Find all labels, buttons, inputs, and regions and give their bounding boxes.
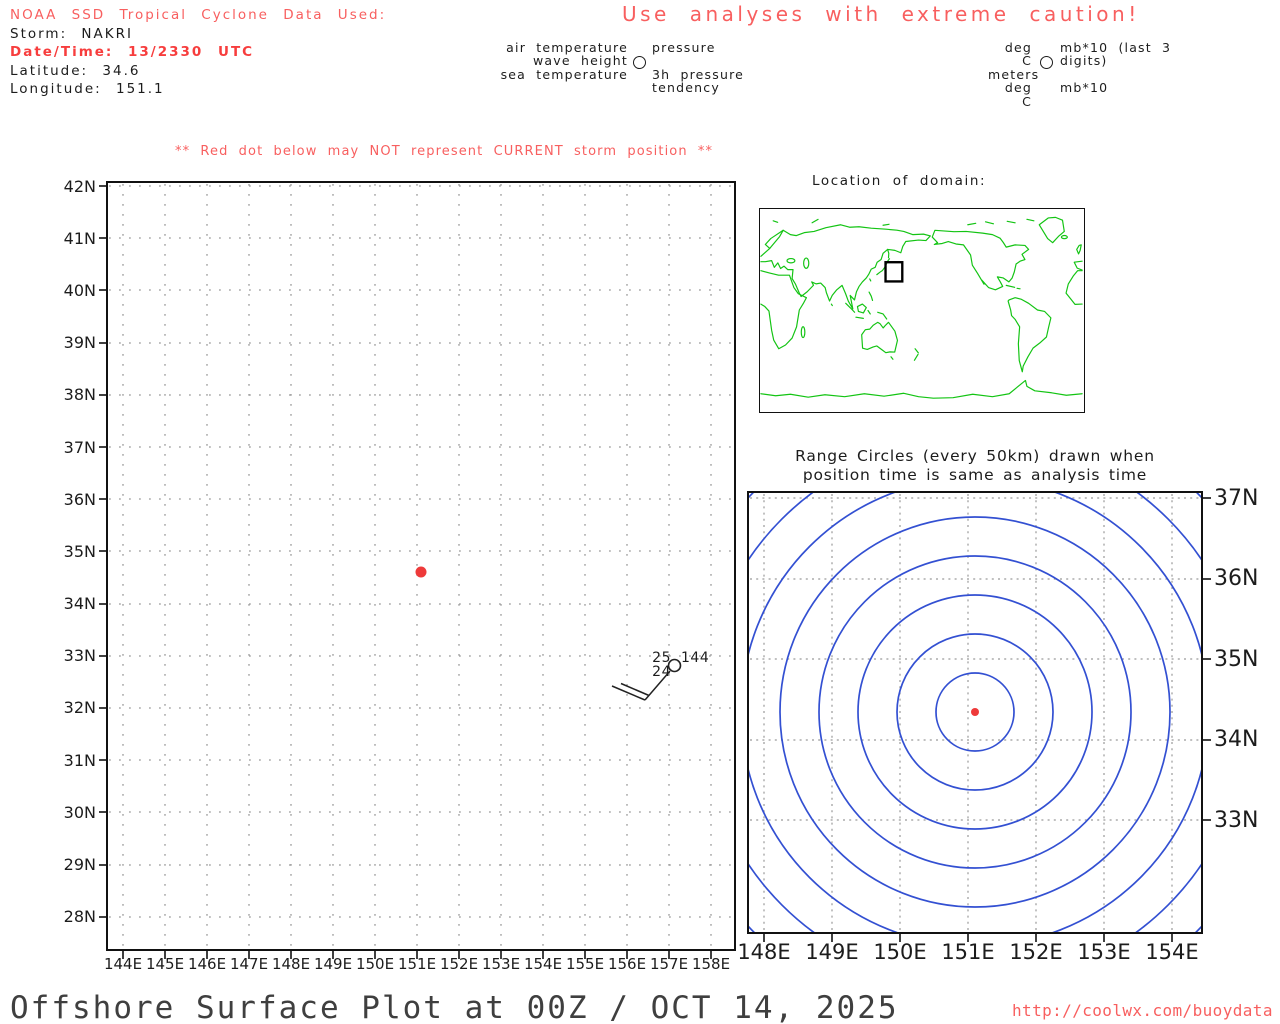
footer-title: Offshore Surface Plot at 00Z / OCT 14, 2… — [10, 990, 899, 1024]
range-y-tick-label: 35N — [1214, 646, 1259, 672]
main-x-tick-labels: 144E 145E 146E 147E 148E 149E 150E 151E 152E 153E… — [102, 955, 732, 973]
main-axis-ticks — [99, 185, 712, 959]
main-y-tick-label: 39N — [63, 333, 96, 353]
world-coastlines — [760, 216, 1083, 399]
main-y-tick-label: 38N — [63, 385, 96, 405]
footer-url: http://coolwx.com/buoydata — [1012, 1001, 1273, 1020]
range-plot-title-line1: Range Circles (every 50km) drawn when — [795, 447, 1155, 465]
main-x-tick-label: 151E — [397, 955, 437, 973]
range-plot-title: Range Circles (every 50km) drawn when po… — [748, 447, 1202, 484]
main-y-tick-label: 30N — [63, 802, 96, 822]
range-x-tick-label: 150E — [873, 940, 927, 964]
range-circles — [749, 493, 1201, 932]
main-plot-border — [106, 181, 736, 951]
domain-map-title: Location of domain: — [812, 173, 987, 189]
main-y-tick-label: 42N — [63, 176, 96, 196]
legend-pressure-label: pressure — [652, 40, 716, 55]
range-x-tick-label: 151E — [941, 940, 995, 964]
range-y-tick-label: 36N — [1214, 566, 1259, 592]
main-x-tick-label: 153E — [481, 955, 521, 973]
storm-position-dot — [415, 566, 427, 578]
main-y-tick-label: 29N — [63, 855, 96, 875]
range-x-tick-label: 152E — [1009, 940, 1063, 964]
legend-spacer — [652, 54, 822, 67]
main-x-tick-label: 156E — [607, 955, 647, 973]
header-latitude: Latitude: 34.6 — [10, 62, 141, 79]
header-datetime: Date/Time: 13/2330 UTC — [10, 44, 255, 61]
range-plot-title-line2: position time is same as analysis time — [802, 465, 1148, 484]
wind-barb-icon — [611, 670, 671, 701]
main-x-tick-label: 154E — [523, 955, 563, 973]
header-storm: Storm: NAKRI — [10, 25, 133, 42]
main-x-tick-label: 150E — [355, 955, 395, 973]
main-x-tick-label: 157E — [649, 955, 689, 973]
main-y-tick-label: 41N — [63, 228, 96, 248]
legend-air-temp-label: air temperature — [506, 40, 628, 55]
range-y-tick-label: 34N — [1214, 727, 1259, 753]
legend-pressure-tendency-label: 3h pressure tendency — [652, 66, 745, 96]
legend-pressure-units: mb*10 (last 3 digits) — [1060, 40, 1172, 69]
range-x-tick-label: 148E — [737, 940, 791, 964]
station-air-temp: 25 — [652, 650, 671, 666]
main-y-tick-label: 33N — [63, 646, 96, 666]
legend-sea-temp-units: deg C — [1004, 80, 1032, 109]
main-x-tick-label: 149E — [313, 955, 353, 973]
range-plot-border — [747, 491, 1203, 934]
main-y-tick-labels: 42N 41N 40N 39N 38N 37N 36N 35N 34N 33N 32N 31N 30N 2… — [34, 160, 96, 943]
main-grid — [109, 184, 734, 949]
station-pressure: 144 — [681, 650, 710, 666]
range-x-tick-label: 154E — [1145, 940, 1199, 964]
main-x-tick-label: 144E — [103, 955, 143, 973]
main-x-tick-label: 152E — [439, 955, 479, 973]
range-plot — [747, 491, 1211, 942]
main-y-tick-label: 34N — [63, 594, 96, 614]
range-y-tick-label: 37N — [1214, 485, 1259, 511]
range-grid — [750, 494, 1201, 932]
domain-map — [759, 208, 1085, 413]
header-longitude: Longitude: 151.1 — [10, 81, 165, 98]
legend-wave-height-label: wave height — [533, 53, 628, 69]
range-x-tick-labels: 148E 149E 150E 151E 152E 153E 154E — [730, 940, 1206, 964]
world-map — [760, 216, 1083, 399]
main-x-tick-label: 146E — [187, 955, 227, 973]
warning-note: ** Red dot below may NOT represent CURRE… — [175, 144, 714, 159]
station-circle-icon — [633, 56, 646, 69]
header-block: NOAA SSD Tropical Cyclone Data Used: Sto… — [10, 6, 386, 99]
range-storm-dot — [971, 708, 979, 716]
range-y-tick-label: 33N — [1214, 807, 1259, 833]
station-model-legend-units: deg C mb*10 (last 3 digits) meters deg C… — [988, 41, 1220, 108]
main-x-tick-label: 148E — [271, 955, 311, 973]
main-y-tick-label: 32N — [63, 698, 96, 718]
main-x-tick-label: 147E — [229, 955, 269, 973]
station-circle-icon — [667, 658, 682, 673]
range-axis-ticks — [763, 497, 1211, 942]
caution-banner: Use analyses with extreme caution! — [622, 2, 1140, 26]
main-plot — [99, 181, 736, 959]
range-y-tick-labels: 37N 36N 35N 34N 33N — [1214, 458, 1258, 861]
main-y-tick-label: 37N — [63, 437, 96, 457]
legend-spacer — [1060, 68, 1220, 81]
main-x-tick-label: 158E — [691, 955, 731, 973]
legend-air-temp-units: deg C — [1004, 40, 1032, 69]
range-x-tick-label: 153E — [1077, 940, 1131, 964]
main-y-tick-label: 36N — [63, 489, 96, 509]
domain-rectangle — [884, 261, 904, 283]
station-circle-icon — [1040, 56, 1053, 69]
main-x-tick-label: 145E — [145, 955, 185, 973]
header-noaa-line: NOAA SSD Tropical Cyclone Data Used: — [10, 7, 387, 23]
main-y-tick-label: 35N — [63, 541, 96, 561]
main-y-tick-label: 28N — [63, 907, 96, 927]
main-y-tick-label: 40N — [63, 280, 96, 300]
range-x-tick-label: 149E — [805, 940, 859, 964]
legend-sea-temp-label: sea temperature — [500, 66, 628, 82]
main-x-tick-label: 155E — [565, 955, 605, 973]
station-plot — [611, 658, 682, 701]
station-model-legend-parameters: air temperature pressure wave height sea… — [498, 41, 822, 95]
legend-wave-height-units: meters — [988, 66, 1040, 82]
legend-tendency-units: mb*10 — [1060, 80, 1109, 96]
main-y-tick-label: 31N — [63, 750, 96, 770]
station-sea-temp: 24 — [652, 664, 671, 680]
